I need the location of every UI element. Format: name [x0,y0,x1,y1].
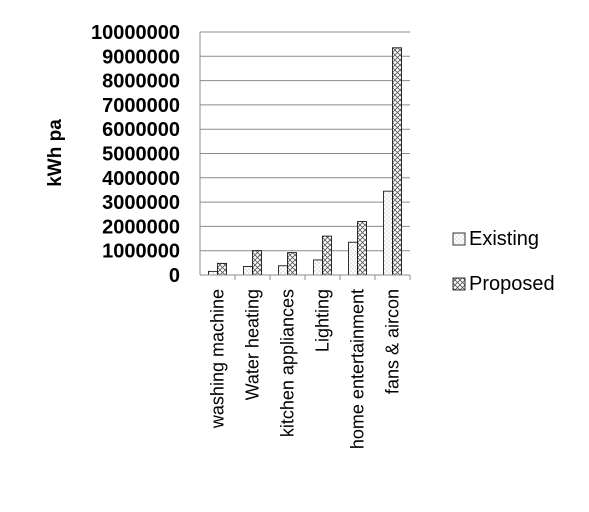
bar-proposed [217,262,227,276]
bar-proposed [322,235,332,276]
y-tick-label: 7000000 [102,95,180,117]
y-tick-label: 2000000 [102,216,180,238]
bar-existing [383,190,393,276]
legend-swatch-existing [452,232,466,246]
bar-existing [243,266,253,276]
bar-proposed [392,47,402,276]
y-tick-label: 8000000 [102,71,180,93]
x-category-label: kitchen appliances [278,289,298,437]
bar-proposed [287,252,297,276]
x-category-label: fans & aircon [383,289,403,394]
bar-existing [348,241,358,276]
x-category-label: Water heating [243,289,263,400]
bar-existing [313,259,323,276]
legend-label-proposed: Proposed [469,273,555,295]
bar-proposed [357,221,367,276]
gridlines [200,31,410,252]
bar-proposed [252,250,262,276]
x-category-label: washing machine [208,289,228,429]
y-tick-label: 3000000 [102,192,180,214]
legend-label-existing: Existing [469,228,539,250]
legend: Existing Proposed [452,228,555,295]
y-tick-label: 1000000 [102,241,180,263]
y-tick-label: 4000000 [102,168,180,190]
bar-existing [208,270,218,276]
bars [208,47,402,276]
y-tick-label: 10000000 [91,22,180,44]
y-axis-label: kWh pa [45,119,66,187]
y-tick-label: 6000000 [102,119,180,141]
y-tick-label: 9000000 [102,46,180,68]
x-category-label: Lighting [313,289,333,352]
y-tick-label: 5000000 [102,144,180,166]
axes [199,32,411,280]
legend-swatch-proposed [452,277,466,291]
y-tick-label: 0 [169,265,180,287]
category-labels: washing machine Water heating kitchen appl… [208,289,403,449]
bar-existing [278,265,288,276]
x-category-label: home entertainment [348,289,368,449]
